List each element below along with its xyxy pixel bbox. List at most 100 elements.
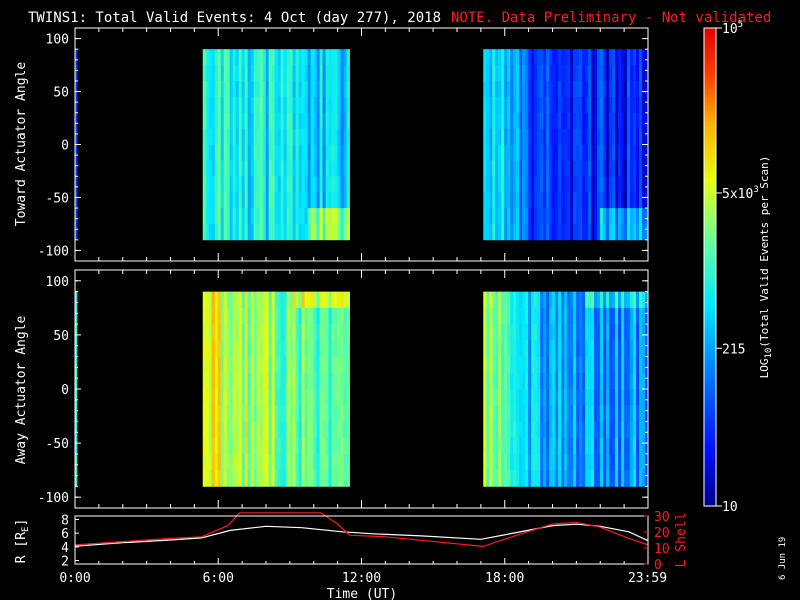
y-tick-label: 100 — [46, 275, 69, 290]
heatmap-cell — [217, 291, 222, 309]
heatmap-cell — [576, 405, 580, 422]
heatmap-cell — [603, 372, 607, 390]
heatmap-cell — [280, 340, 285, 357]
heatmap-cell — [537, 112, 541, 130]
heatmap-cell — [286, 160, 291, 177]
heatmap-cell — [298, 437, 303, 455]
heatmap-cell — [259, 291, 264, 309]
heatmap-cell — [540, 389, 544, 406]
heatmap-cell — [606, 176, 610, 193]
heatmap-cell — [618, 65, 622, 82]
heatmap-cell — [576, 324, 580, 341]
heatmap-cell — [253, 112, 258, 130]
heatmap-cell — [343, 437, 347, 455]
heatmap-cell — [525, 208, 529, 225]
heatmap-cell — [594, 421, 598, 439]
heatmap-cell — [268, 112, 273, 130]
heatmap-cell — [537, 372, 541, 390]
heatmap-cell — [256, 160, 261, 177]
heatmap-cell — [298, 144, 303, 161]
heatmap-cell — [322, 437, 326, 455]
heatmap-cell — [483, 112, 487, 130]
heatmap-cell — [232, 128, 237, 145]
heatmap-cell — [591, 389, 595, 406]
heatmap-cell — [346, 223, 350, 241]
heatmap-cell — [235, 470, 240, 487]
heatmap-cell — [504, 176, 508, 193]
heatmap-cell — [340, 112, 344, 130]
heatmap-cell — [609, 291, 613, 309]
heatmap-cell — [561, 80, 565, 98]
heatmap-cell — [331, 307, 335, 325]
heatmap-cell — [645, 340, 649, 357]
heatmap-cell — [498, 453, 502, 471]
heatmap-cell — [256, 470, 261, 487]
heatmap-cell — [316, 80, 320, 98]
heatmap-cell — [570, 176, 574, 193]
heatmap-cell — [540, 80, 544, 98]
heatmap-cell — [283, 112, 288, 130]
heatmap-cell — [573, 65, 577, 82]
heatmap-cell — [573, 421, 577, 439]
heatmap-cell — [570, 324, 574, 341]
heatmap-cell — [522, 192, 526, 209]
heatmap-cell — [609, 144, 613, 161]
heatmap-cell — [507, 112, 511, 130]
heatmap-cell — [543, 470, 547, 487]
heatmap-cell — [495, 389, 499, 406]
heatmap-cell — [250, 176, 255, 193]
heatmap-cell — [229, 372, 234, 390]
heatmap-cell — [208, 453, 213, 471]
heatmap-cell — [573, 453, 577, 471]
heatmap-cell — [271, 49, 276, 66]
heatmap-cell — [540, 128, 544, 145]
heatmap-cell — [337, 307, 341, 325]
heatmap-cell — [540, 470, 544, 487]
heatmap-cell — [238, 96, 243, 114]
heatmap-cell — [259, 80, 264, 98]
heatmap-cell — [271, 192, 276, 209]
heatmap-cell — [208, 470, 213, 487]
heatmap-cell — [642, 160, 646, 177]
heatmap-cell — [301, 405, 306, 422]
heatmap-cell — [576, 470, 580, 487]
heatmap-cell — [298, 160, 303, 177]
heatmap-cell — [256, 324, 261, 341]
heatmap-cell — [585, 453, 589, 471]
y-tick-label: -100 — [38, 491, 69, 506]
heatmap-cell — [250, 80, 255, 98]
heatmap-cell — [639, 470, 643, 487]
heatmap-cell — [588, 324, 592, 341]
heatmap-cell — [232, 405, 237, 422]
heatmap-cell — [486, 49, 490, 66]
heatmap-cell — [627, 112, 631, 130]
heatmap-cell — [549, 421, 553, 439]
heatmap-cell — [331, 208, 335, 225]
heatmap-cell — [570, 453, 574, 471]
heatmap-cell — [277, 192, 282, 209]
heatmap-cell — [621, 421, 625, 439]
heatmap-cell — [268, 291, 273, 309]
heatmap-cell — [208, 340, 213, 357]
heatmap-cell — [238, 291, 243, 309]
heatmap-cell — [603, 389, 607, 406]
heatmap-cell — [579, 160, 583, 177]
heatmap-cell — [328, 208, 332, 225]
heatmap-cell — [298, 470, 303, 487]
heatmap-cell — [337, 421, 341, 439]
heatmap-cell — [292, 291, 297, 309]
heatmap-cell — [241, 208, 246, 225]
heatmap-cell — [528, 405, 532, 422]
heatmap-cell — [292, 340, 297, 357]
heatmap-cell — [588, 470, 592, 487]
heatmap-cell — [492, 223, 496, 241]
heatmap-cell — [510, 223, 514, 241]
heatmap-cell — [603, 291, 607, 309]
heatmap-cell — [310, 128, 315, 145]
heatmap-cell — [238, 223, 243, 241]
heatmap-cell — [259, 176, 264, 193]
heatmap-cell — [543, 340, 547, 357]
heatmap-cell — [507, 405, 511, 422]
heatmap-cell — [561, 389, 565, 406]
heatmap-cell — [639, 65, 643, 82]
